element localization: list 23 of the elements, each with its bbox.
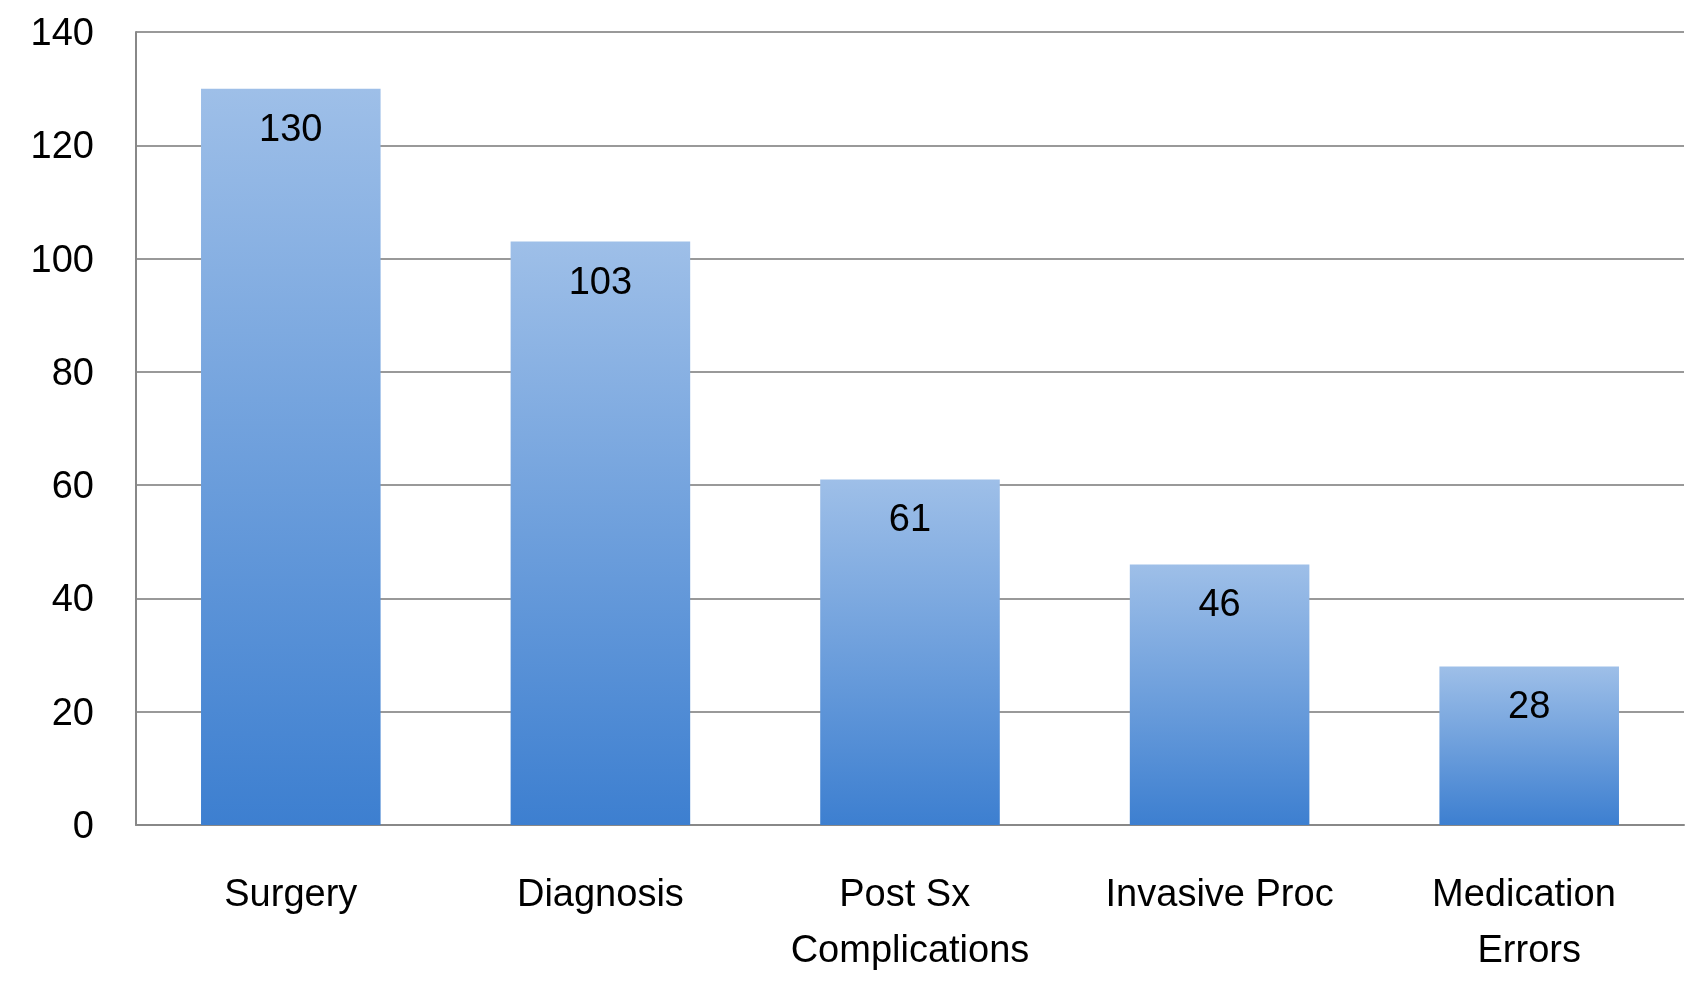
bar [820,479,1000,825]
bar [1129,564,1310,825]
data-label: 61 [888,497,932,540]
y-tick-label: 0 [72,804,94,846]
x-tick-label: Invasive Proc [1105,872,1334,914]
bar [1439,666,1619,825]
data-label: 46 [1198,582,1241,625]
bar [201,88,381,825]
y-tick-label: 80 [51,350,94,393]
data-label: 130 [259,106,323,149]
bar [510,241,691,825]
x-tick-label: Surgery [224,872,358,914]
data-label: 28 [1508,684,1551,727]
y-tick-label: 140 [30,11,94,53]
y-tick-label: 60 [51,464,94,507]
x-tick-label: Diagnosis [516,872,684,914]
x-tick-label: Medication Errors [1432,872,1627,970]
y-tick-label: 40 [51,577,94,620]
y-tick-label: 100 [30,237,94,280]
y-tick-label: 120 [30,124,94,167]
data-label: 103 [568,259,633,302]
y-tick-label: 20 [51,690,94,733]
x-tick-label: Post Sx Complications [790,872,1030,970]
